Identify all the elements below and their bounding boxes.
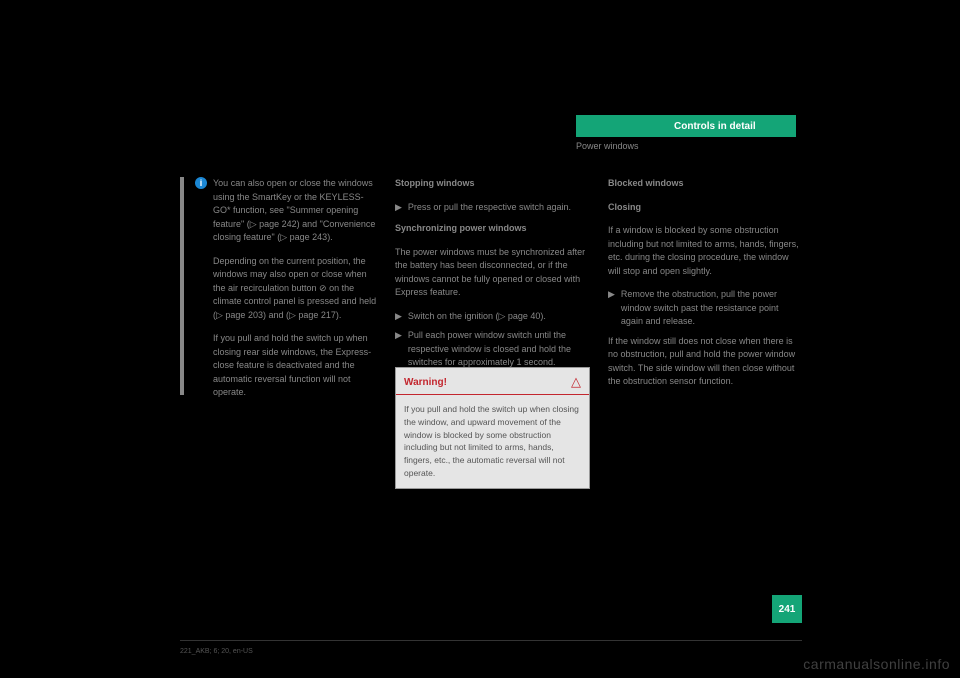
left-margin-bar	[180, 177, 184, 395]
header-title: Controls in detail	[674, 121, 756, 132]
middle-para-1: The power windows must be synchronized a…	[395, 246, 590, 300]
page-header: Controls in detail	[576, 115, 796, 137]
right-column: Blocked windows Closing If a window is b…	[608, 177, 803, 399]
right-bullet-1: ▶ Remove the obstruction, pull the power…	[608, 288, 803, 329]
page-subtitle: Power windows	[576, 141, 639, 151]
warning-header: Warning! △	[396, 368, 589, 395]
bullet-arrow-icon: ▶	[395, 201, 402, 215]
watermark: carmanualsonline.info	[803, 656, 950, 672]
middle-heading-2: Synchronizing power windows	[395, 222, 590, 236]
bottom-code: 221_AKB; 6; 20, en-US	[180, 648, 253, 655]
warning-box: Warning! △ If you pull and hold the swit…	[395, 367, 590, 489]
right-para-1: If a window is blocked by some obstructi…	[608, 224, 803, 278]
left-para-2: Depending on the current position, the w…	[213, 255, 378, 323]
middle-bullet-3-text: Pull each power window switch until the …	[408, 329, 590, 370]
left-para-1: You can also open or close the windows u…	[213, 177, 378, 245]
right-heading-1: Blocked windows	[608, 177, 803, 191]
middle-column: Stopping windows ▶ Press or pull the res…	[395, 177, 590, 376]
middle-heading-1: Stopping windows	[395, 177, 590, 191]
middle-bullet-2-text: Switch on the ignition (▷ page 40).	[408, 310, 546, 324]
bullet-arrow-icon: ▶	[395, 329, 402, 370]
middle-bullet-3: ▶ Pull each power window switch until th…	[395, 329, 590, 370]
warning-body: If you pull and hold the switch up when …	[396, 395, 589, 488]
warning-title: Warning!	[404, 377, 447, 388]
right-bullet-1-text: Remove the obstruction, pull the power w…	[621, 288, 803, 329]
middle-bullet-1-text: Press or pull the respective switch agai…	[408, 201, 571, 215]
middle-bullet-1: ▶ Press or pull the respective switch ag…	[395, 201, 590, 215]
info-icon: i	[195, 177, 207, 189]
bullet-arrow-icon: ▶	[608, 288, 615, 329]
middle-bullet-2: ▶ Switch on the ignition (▷ page 40).	[395, 310, 590, 324]
right-heading-2: Closing	[608, 201, 803, 215]
bullet-arrow-icon: ▶	[395, 310, 402, 324]
warning-triangle-icon: △	[571, 374, 581, 390]
left-column: You can also open or close the windows u…	[213, 177, 378, 400]
right-para-2: If the window still does not close when …	[608, 335, 803, 389]
page-number: 241	[772, 595, 802, 623]
bottom-rule	[180, 640, 802, 641]
left-para-3: If you pull and hold the switch up when …	[213, 332, 378, 400]
